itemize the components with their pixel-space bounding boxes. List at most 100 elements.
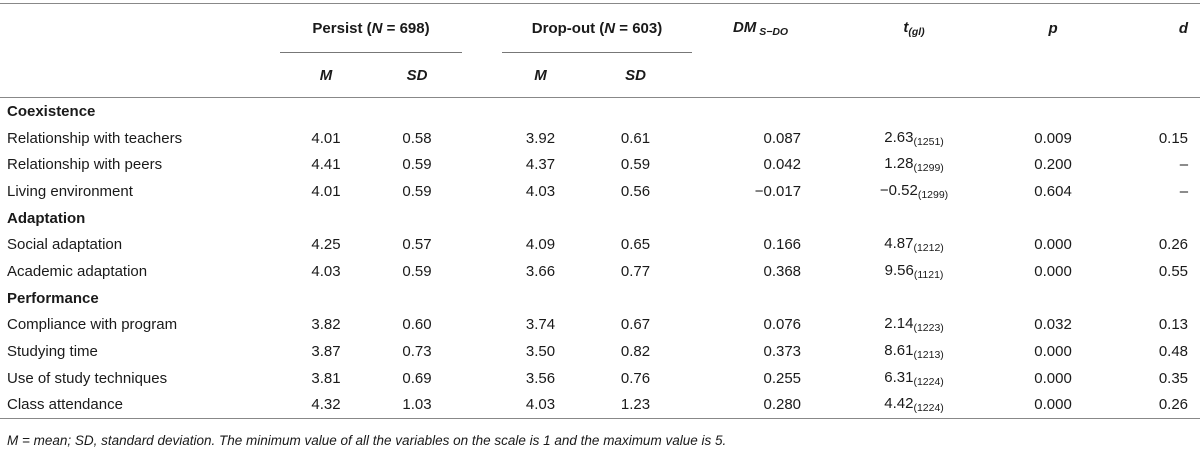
effect-size: 0.26 [1107,391,1200,420]
p-value: 0.604 [1034,182,1072,200]
t-value: 6.31(1224) [829,365,999,392]
t-number: 2.14 [884,315,914,333]
t-value: 2.14(1223) [829,312,999,339]
t-number: 4.42 [884,395,914,413]
persist-sd: 0.60 [402,316,432,334]
mean-difference: 0.042 [763,156,802,174]
persist-n-value: = 698) [382,19,430,37]
table-row: Living environment 4.01 0.59 4.03 0.56 −0.017… [0,178,1200,205]
t-number: 2.63 [884,128,914,146]
section-title: Coexistence [7,102,96,120]
p-value: 0.000 [999,391,1108,420]
row-label: Use of study techniques [7,369,168,387]
row-label: Academic adaptation [7,262,148,280]
t-number: 4.87 [884,235,914,253]
dropout-mean: 4.03 [525,182,556,200]
dropout-mean: 3.74 [525,316,556,334]
header-row-groups: Persist (N = 698) Drop-out (N = 603) DM … [0,3,1200,53]
dropout-sd: 0.76 [620,369,651,387]
persist-sd: 0.57 [402,236,432,254]
persist-m-header: M [280,52,372,98]
mean-difference: 0.166 [763,236,802,254]
persist-mean: 4.41 [311,156,341,174]
degrees-of-freedom: (1299) [917,188,949,201]
t-value: 4.42(1224) [829,391,1000,420]
dropout-mean: 4.03 [502,391,580,420]
spacer-cell [462,338,502,365]
dropout-n-symbol: N [604,19,616,37]
mean-difference: 0.368 [763,262,802,280]
sub-t-blank [829,52,1000,98]
header-dm: DM S−DO [692,3,830,53]
p-value: 0.000 [1034,236,1072,254]
persist-mean: 3.87 [311,343,341,361]
dropout-mean: 3.56 [525,369,556,387]
dropout-sd: 0.61 [620,129,651,147]
persist-mean: 4.03 [311,262,341,280]
dropout-sd: 0.82 [620,343,651,361]
row-label: Class attendance [0,391,280,420]
effect-size: – [1179,156,1189,174]
dm-main: DM [732,18,757,36]
table-row: Social adaptation 4.25 0.57 4.09 0.65 0.166 4.… [0,231,1200,258]
persist-sd: 1.03 [372,391,463,420]
statistics-table: Persist (N = 698) Drop-out (N = 603) DM … [0,3,1200,420]
t-value: 8.61(1213) [829,338,999,365]
section-header-row: Performance [0,285,1200,312]
row-label: Relationship with peers [7,156,163,174]
dropout-sd: 0.67 [620,316,651,334]
t-value: −0.52(1299) [829,178,999,205]
sub-blank [0,52,280,98]
spacer-cell [462,365,502,392]
degrees-of-freedom: (1223) [913,322,944,335]
dropout-sd: 0.56 [620,182,651,200]
t-sub: (gl) [908,25,925,38]
header-row-stats: M SD M SD [0,52,1200,98]
header-dropout: Drop-out (N = 603) [502,3,693,53]
row-label: Compliance with program [7,316,178,334]
persist-sd: 0.73 [402,343,432,361]
table-row: Compliance with program 3.82 0.60 3.74 0.67 0… [0,312,1200,339]
dropout-sd: 0.77 [620,262,651,280]
p-value: 0.200 [1034,156,1072,174]
dm-sub: S−DO [756,25,789,38]
dropout-n-value: = 603) [615,19,663,37]
dropout-mean: 4.37 [525,156,556,174]
table-row: Academic adaptation 4.03 0.59 3.66 0.77 0.368… [0,258,1200,285]
p-value: 0.000 [1034,343,1072,361]
t-value: 1.28(1299) [829,151,999,178]
degrees-of-freedom: (1213) [913,349,944,362]
section-title: Performance [7,289,99,307]
persist-sd: 0.59 [402,182,432,200]
section-title: Adaptation [7,209,86,227]
spacer-cell [462,312,502,339]
p-value: 0.009 [1034,129,1072,147]
mean-difference: 0.076 [763,316,802,334]
persist-mean: 3.82 [311,316,341,334]
dropout-m-header: M [502,52,580,98]
section-header-row: Adaptation [0,205,1200,232]
effect-size: 0.55 [1158,262,1189,280]
spacer-cell [462,178,502,205]
effect-size: 0.26 [1158,236,1189,254]
sub-d-blank [1107,52,1200,98]
degrees-of-freedom: (1299) [913,162,944,175]
header-p: p [999,3,1108,53]
dropout-sd: 1.23 [579,391,693,420]
sub-dm-blank [692,52,830,98]
spacer-cell [462,258,502,285]
degrees-of-freedom: (1224) [913,402,944,415]
persist-mean: 3.81 [311,369,341,387]
mean-difference: 0.255 [763,369,802,387]
t-number: 9.56 [884,261,914,279]
degrees-of-freedom: (1121) [913,268,944,281]
table-row: Class attendance 4.32 1.03 4.03 1.23 0.280 4.4… [0,391,1200,420]
t-number: −0.52 [879,181,918,199]
spacer-cell [462,391,503,420]
degrees-of-freedom: (1224) [913,375,944,388]
spacer-cell [462,231,502,258]
dropout-mean: 4.09 [525,236,556,254]
mean-difference: −0.017 [754,182,802,200]
mean-difference: 0.087 [763,129,802,147]
persist-mean: 4.32 [280,391,372,420]
